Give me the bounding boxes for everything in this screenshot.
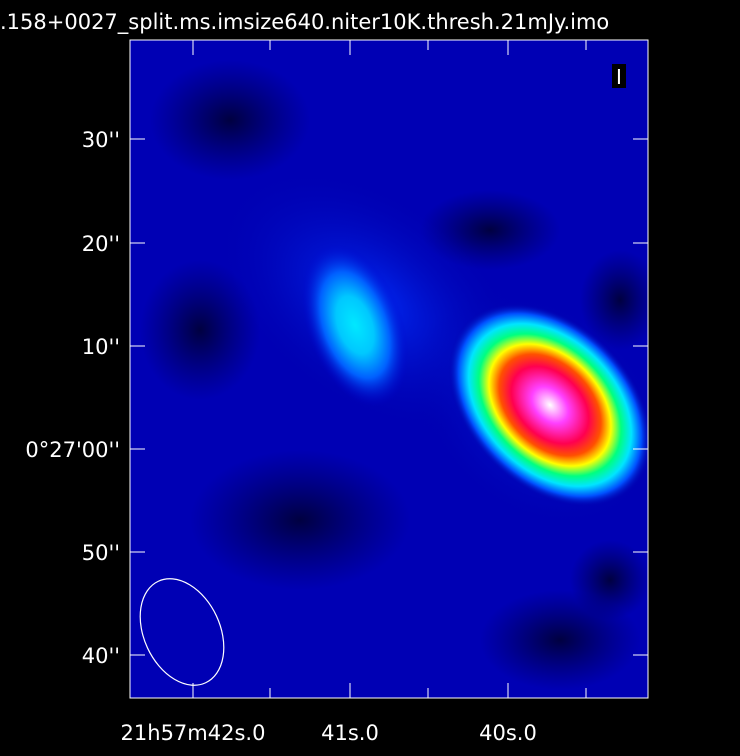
dec-tick-label: 20'' — [82, 232, 120, 256]
dec-tick-label: 30'' — [82, 128, 120, 152]
dec-tick-label: 0°27'00'' — [25, 438, 120, 462]
stokes-badge — [612, 64, 626, 88]
stokes-label: I — [616, 65, 622, 89]
dec-tick-labels: 30'' 20'' 10'' 0°27'00'' 50'' 40'' — [25, 128, 120, 668]
dec-tick-label: 50'' — [82, 541, 120, 565]
ra-tick-label: 40s.0 — [479, 721, 537, 745]
ra-tick-label: 41s.0 — [321, 721, 379, 745]
dec-tick-label: 10'' — [82, 335, 120, 359]
dec-tick-label: 40'' — [82, 644, 120, 668]
sky-image[interactable] — [130, 40, 718, 698]
ra-tick-label: 21h57m42s.0 — [121, 721, 266, 745]
ra-tick-labels: 21h57m42s.0 41s.0 40s.0 — [121, 721, 537, 745]
image-title: .158+0027_split.ms.imsize640.niter10K.th… — [0, 10, 609, 35]
plot-frame — [129, 39, 649, 699]
dec-tick-marks — [130, 138, 648, 656]
beam-ellipse — [139, 578, 225, 686]
